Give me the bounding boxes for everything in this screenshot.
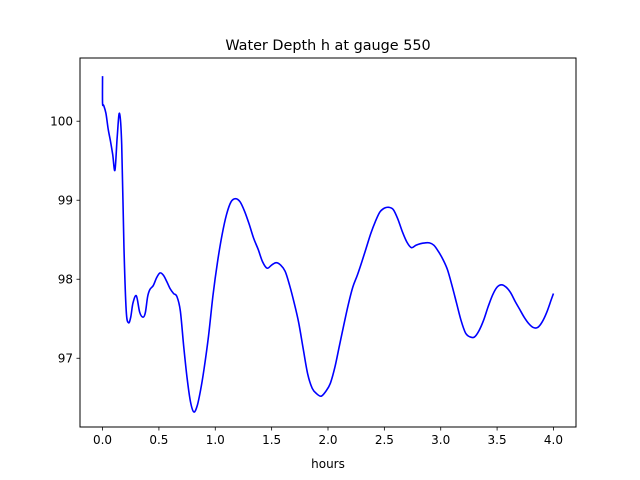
plot-area: [101, 76, 555, 413]
x-tick-label: 4.0: [544, 433, 563, 447]
x-tick-label: 2.0: [318, 433, 337, 447]
x-tick-label: 1.5: [262, 433, 281, 447]
x-tick-label: 0.0: [93, 433, 112, 447]
series-line: [101, 76, 555, 413]
x-tick-label: 1.0: [206, 433, 225, 447]
y-axis: 97 98 99 100: [50, 115, 80, 366]
y-tick-label: 98: [58, 273, 73, 287]
x-tick-label: 2.5: [375, 433, 394, 447]
x-tick-label: 3.0: [431, 433, 450, 447]
axes-frame: [79, 57, 577, 428]
y-tick-label: 100: [50, 115, 73, 129]
chart-title: Water Depth h at gauge 550: [225, 38, 430, 54]
x-tick-label: 0.5: [149, 433, 168, 447]
x-tick-label: 3.5: [488, 433, 507, 447]
y-tick-label: 99: [58, 194, 73, 208]
x-axis: 0.0 0.5 1.0 1.5 2.0 2.5 3.0 3.5 4.0: [93, 427, 563, 447]
y-tick-label: 97: [58, 352, 73, 366]
x-axis-title: hours: [311, 457, 345, 471]
